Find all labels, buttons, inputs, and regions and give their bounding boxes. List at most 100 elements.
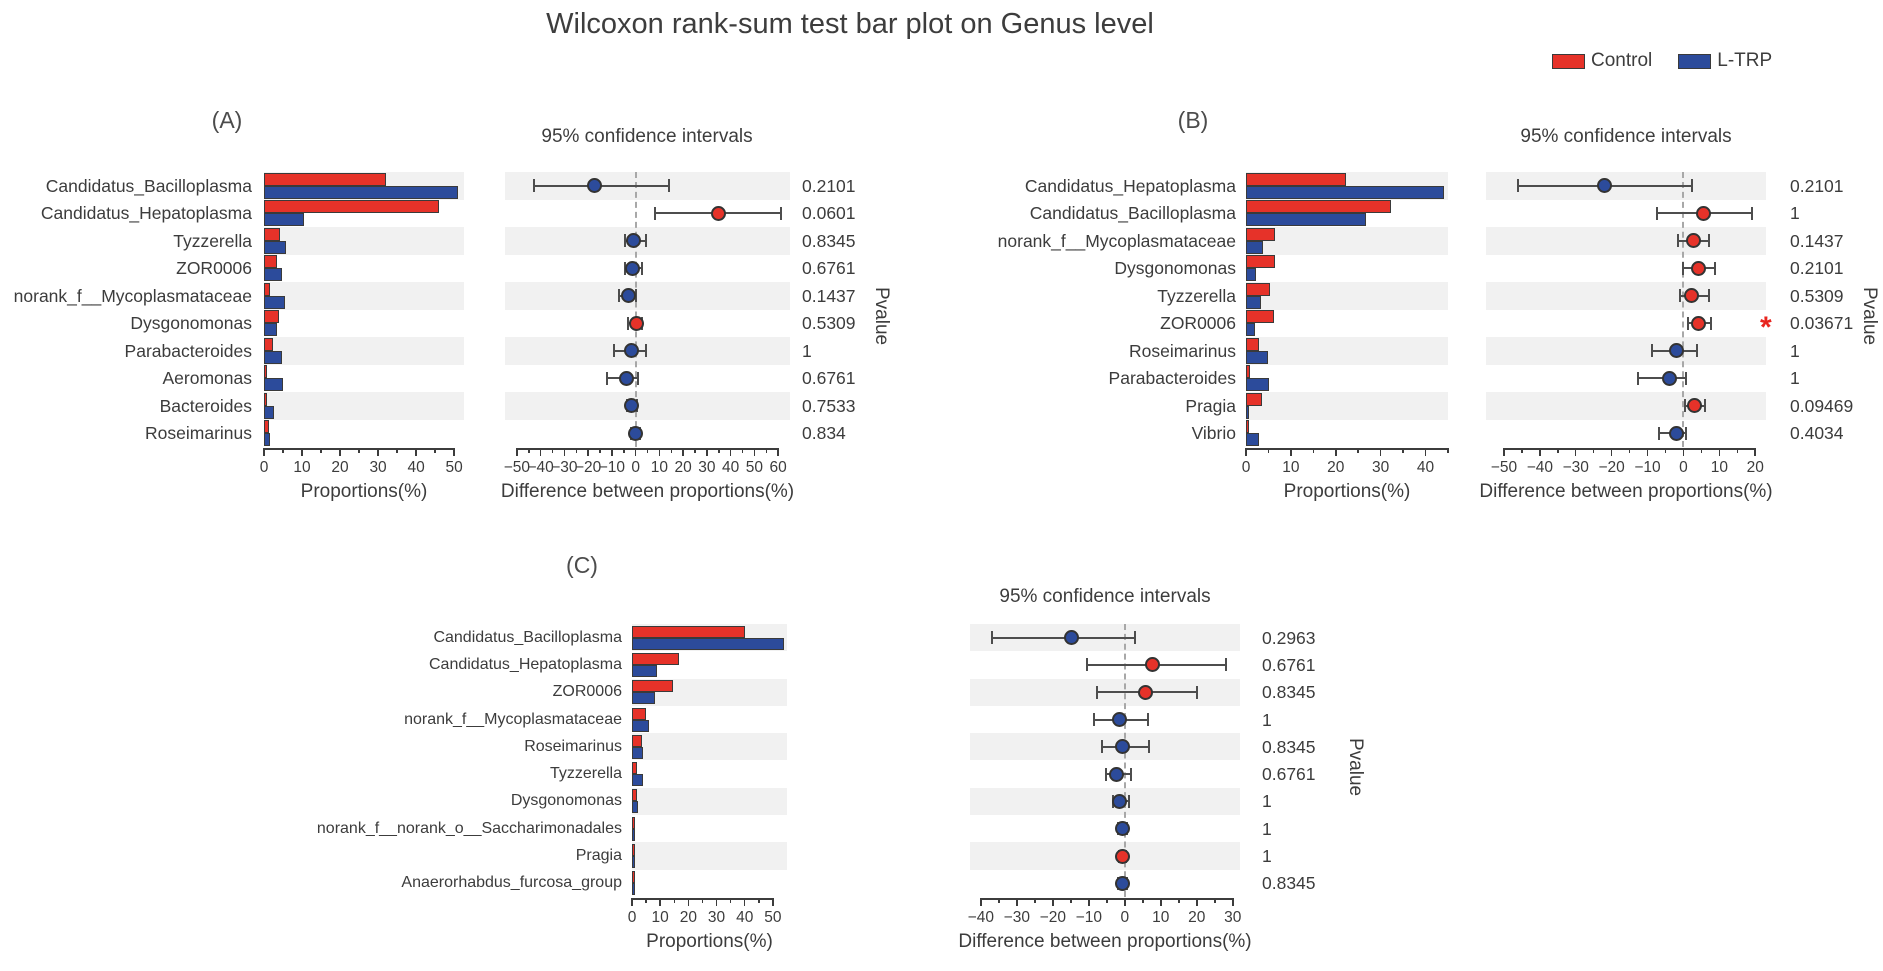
row-stripe <box>632 787 787 816</box>
axis-tick-label: 10 <box>1152 909 1170 926</box>
genus-label: Candidatus_Hepatoplasma <box>1024 175 1236 196</box>
axis-tick <box>1592 448 1595 453</box>
pvalue-text: 0.09469 <box>1790 395 1854 416</box>
axis-tick <box>645 898 647 903</box>
bar-axis-label: Proportions(%) <box>1283 481 1411 502</box>
control-bar <box>1246 392 1262 406</box>
axis-tick-label: 30 <box>369 459 387 476</box>
ci-errorbar-cap-low <box>1095 685 1098 699</box>
axis-tick-label: −10 <box>598 459 626 476</box>
control-bar <box>264 200 439 214</box>
pvalue-text: 0.834 <box>802 423 846 444</box>
axis-tick <box>623 448 625 453</box>
axis-tick <box>765 448 767 453</box>
ci-errorbar-cap-high <box>1707 289 1710 303</box>
pvalue-text: 0.4034 <box>1790 423 1844 444</box>
axis-tick <box>1052 898 1054 906</box>
pvalue-text: 0.6761 <box>1262 654 1316 675</box>
axis-tick-label: 10 <box>293 459 311 476</box>
ci-errorbar-cap-high <box>1133 631 1136 645</box>
pvalue-text: 0.03671 <box>1790 313 1854 334</box>
axis-tick-label: 0 <box>1120 909 1130 926</box>
ci-errorbar-cap-high <box>1703 399 1706 413</box>
axis-tick <box>729 448 732 456</box>
axis-tick <box>634 448 637 456</box>
row-stripe <box>1246 392 1448 420</box>
row-stripe <box>1246 282 1448 310</box>
ci-errorbar-cap-low <box>653 206 656 220</box>
row-stripe <box>264 392 464 420</box>
genus-label: ZOR0006 <box>1160 313 1236 334</box>
ci-errorbar-cap-low <box>1086 658 1088 672</box>
ci-errorbar-cap-high <box>667 179 670 193</box>
axis-tick-label: 30 <box>1224 909 1242 926</box>
pvalue-text: 0.5309 <box>1790 285 1844 306</box>
legend-label-ltrp: L-TRP <box>1717 50 1773 71</box>
ltrp-bar <box>1246 433 1259 447</box>
pvalue-text: 0.6761 <box>802 258 856 279</box>
axis-tick <box>320 448 322 453</box>
axis-tick <box>741 448 744 453</box>
ci-errorbar-cap-high <box>1709 316 1712 330</box>
ci-dot <box>1115 875 1131 891</box>
ci-dot <box>1115 821 1131 837</box>
axis-tick-label: 30 <box>698 459 716 476</box>
axis-tick <box>1070 898 1072 903</box>
ltrp-bar <box>264 378 283 392</box>
pvalue-axis-label: Pvalue <box>1345 738 1366 797</box>
ci-dot <box>624 343 640 359</box>
ltrp-bar <box>1246 213 1366 227</box>
axis-tick-label: −30 <box>551 459 578 476</box>
ci-dot <box>1115 739 1131 755</box>
axis-tick <box>587 448 589 456</box>
ci-dot <box>625 260 641 276</box>
axis-tick <box>434 448 436 453</box>
axis-tick <box>1016 898 1018 906</box>
axis-tick-label: 20 <box>1327 459 1345 476</box>
ci-axis-label: Difference between proportions(%) <box>958 931 1252 952</box>
axis-tick <box>998 898 1000 903</box>
control-bar <box>264 365 267 379</box>
ci-errorbar-line <box>991 636 1135 639</box>
pvalue-text: 1 <box>1262 818 1272 839</box>
axis-tick <box>358 448 360 453</box>
axis-tick-label: 30 <box>1372 459 1390 476</box>
ltrp-bar <box>632 883 635 896</box>
row-stripe <box>632 842 787 870</box>
axis-tick <box>263 448 265 456</box>
ci-dot <box>1686 398 1702 414</box>
ci-errorbar-cap-low <box>1650 344 1653 358</box>
control-bar <box>1246 337 1260 351</box>
axis-tick <box>575 448 577 453</box>
control-bar <box>264 227 281 241</box>
control-bar <box>632 680 674 693</box>
pvalue-text: 0.2101 <box>1790 258 1844 279</box>
genus-label: Pragia <box>575 847 622 865</box>
genus-label: Aeromonas <box>162 368 253 389</box>
control-bar <box>632 652 680 665</box>
axis-tick-label: −20 <box>574 459 602 476</box>
ltrp-bar <box>264 213 304 227</box>
row-stripe <box>970 787 1240 816</box>
ci-errorbar-cap-high <box>1750 206 1753 220</box>
row-stripe <box>1486 282 1766 310</box>
genus-label: Candidatus_Bacilloplasma <box>45 175 252 196</box>
ci-errorbar-cap-low <box>1678 289 1681 303</box>
row-stripe <box>1486 227 1766 255</box>
axis-tick <box>301 448 303 456</box>
axis-tick <box>694 448 696 453</box>
ltrp-bar <box>1246 185 1444 199</box>
pvalue-text: 1 <box>1790 340 1800 361</box>
control-bar <box>264 282 271 296</box>
ltrp-bar <box>632 746 643 759</box>
axis-tick <box>1178 898 1180 903</box>
ci-errorbar-cap-low <box>1677 234 1680 248</box>
ci-dot <box>629 315 645 331</box>
axis-tick <box>670 448 672 453</box>
pvalue-text: 1 <box>1262 846 1272 867</box>
row-stripe <box>1246 227 1448 255</box>
genus-label: Anaerorhabdus_furcosa_group <box>401 874 622 892</box>
genus-label: Candidatus_Hepatoplasma <box>428 655 622 673</box>
axis-tick <box>1754 448 1756 456</box>
axis-tick-label: −30 <box>1003 909 1030 926</box>
